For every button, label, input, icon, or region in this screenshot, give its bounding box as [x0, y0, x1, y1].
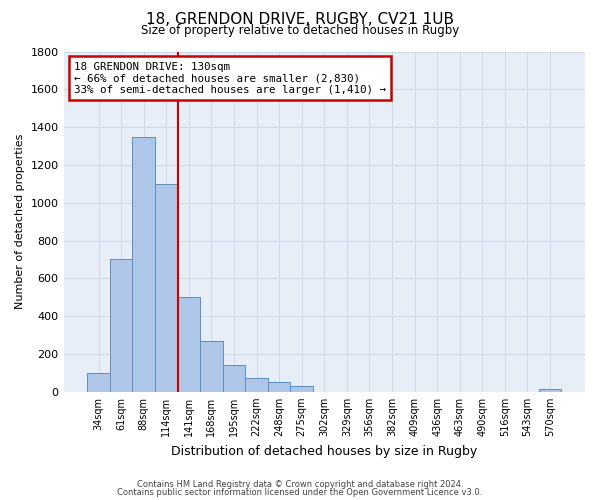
Text: Contains HM Land Registry data © Crown copyright and database right 2024.: Contains HM Land Registry data © Crown c… — [137, 480, 463, 489]
Text: 18 GRENDON DRIVE: 130sqm
← 66% of detached houses are smaller (2,830)
33% of sem: 18 GRENDON DRIVE: 130sqm ← 66% of detach… — [74, 62, 386, 95]
Bar — [178, 298, 200, 392]
Text: Size of property relative to detached houses in Rugby: Size of property relative to detached ho… — [141, 24, 459, 37]
Bar — [87, 373, 110, 392]
Bar — [155, 184, 178, 392]
Bar — [110, 260, 133, 392]
Bar — [200, 341, 223, 392]
Text: Contains public sector information licensed under the Open Government Licence v3: Contains public sector information licen… — [118, 488, 482, 497]
Bar — [245, 378, 268, 392]
Bar — [133, 136, 155, 392]
Bar — [223, 366, 245, 392]
Y-axis label: Number of detached properties: Number of detached properties — [15, 134, 25, 310]
Text: 18, GRENDON DRIVE, RUGBY, CV21 1UB: 18, GRENDON DRIVE, RUGBY, CV21 1UB — [146, 12, 454, 28]
Bar — [290, 386, 313, 392]
Bar — [268, 382, 290, 392]
Bar — [539, 389, 561, 392]
X-axis label: Distribution of detached houses by size in Rugby: Distribution of detached houses by size … — [171, 444, 478, 458]
